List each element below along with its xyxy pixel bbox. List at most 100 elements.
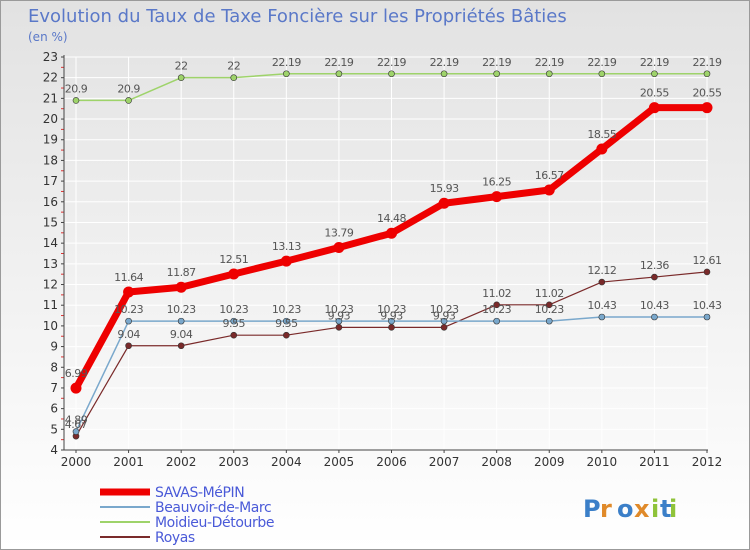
x-tick-label: 2000 bbox=[61, 455, 92, 469]
data-label-savas-mepin: 15.93 bbox=[430, 182, 459, 195]
data-label-savas-mepin: 20.55 bbox=[693, 87, 722, 100]
data-label-moidieu-detourbe: 22.19 bbox=[640, 56, 669, 69]
legend-label-moidieu-detourbe: Moidieu-Détourbe bbox=[155, 515, 274, 531]
data-point-beauvoir-de-marc bbox=[388, 317, 395, 325]
x-tick-label: 2008 bbox=[481, 455, 512, 469]
data-point-beauvoir-de-marc bbox=[493, 317, 500, 325]
data-label-beauvoir-de-marc: 10.23 bbox=[535, 303, 564, 316]
chart-title: Evolution du Taux de Taxe Foncière sur l… bbox=[28, 6, 567, 27]
series-savas-mepin bbox=[70, 102, 713, 394]
y-tick-label: 4 bbox=[50, 443, 58, 457]
data-label-beauvoir-de-marc: 10.23 bbox=[219, 303, 248, 316]
data-label-savas-mepin: 13.13 bbox=[272, 240, 301, 253]
x-tick-label: 2010 bbox=[587, 455, 618, 469]
y-tick-label: 9 bbox=[50, 340, 58, 354]
data-point-royas bbox=[440, 324, 448, 331]
y-tick-label: 5 bbox=[50, 422, 58, 436]
y-tick-label: 8 bbox=[50, 360, 58, 374]
data-label-moidieu-detourbe: 22.19 bbox=[535, 56, 564, 69]
x-tick-label: 2007 bbox=[429, 455, 460, 469]
data-label-savas-mepin: 11.64 bbox=[114, 271, 143, 284]
data-point-beauvoir-de-marc bbox=[230, 317, 238, 325]
data-labels: 4.67 9.04 9.04 9.55 9.55 9.93 9.93 9.93 11.02 11.… bbox=[65, 56, 723, 431]
data-point-savas-mepin bbox=[333, 242, 345, 254]
data-label-moidieu-detourbe: 22.19 bbox=[693, 56, 722, 69]
data-point-royas bbox=[651, 273, 658, 281]
data-label-royas: 11.02 bbox=[482, 287, 511, 300]
data-point-moidieu-detourbe bbox=[388, 70, 395, 78]
brand-letter: r bbox=[600, 495, 612, 523]
legend-label-royas: Royas bbox=[155, 530, 195, 546]
data-label-moidieu-detourbe: 22.19 bbox=[587, 56, 616, 69]
data-point-savas-mepin bbox=[70, 382, 82, 394]
data-label-beauvoir-de-marc: 4.89 bbox=[65, 414, 88, 427]
data-point-beauvoir-de-marc bbox=[72, 428, 80, 435]
data-label-royas: 9.93 bbox=[380, 309, 403, 322]
data-point-savas-mepin bbox=[648, 102, 660, 114]
data-point-beauvoir-de-marc bbox=[651, 313, 658, 321]
data-label-savas-mepin: 13.79 bbox=[324, 227, 353, 240]
data-label-royas: 9.04 bbox=[170, 328, 193, 341]
data-point-savas-mepin bbox=[596, 143, 608, 155]
data-point-moidieu-detourbe bbox=[493, 70, 500, 78]
data-point-royas bbox=[177, 342, 185, 350]
data-label-savas-mepin: 12.51 bbox=[219, 253, 248, 266]
data-label-beauvoir-de-marc: 10.43 bbox=[693, 299, 722, 312]
data-label-royas: 12.61 bbox=[693, 254, 722, 267]
data-point-savas-mepin bbox=[123, 286, 135, 298]
legend-label-savas-mepin: SAVAS-MéPIN bbox=[155, 485, 244, 501]
data-label-beauvoir-de-marc: 10.23 bbox=[430, 303, 459, 316]
x-tick-label: 2011 bbox=[639, 455, 670, 469]
data-label-beauvoir-de-marc: 10.43 bbox=[640, 299, 669, 312]
y-tick-label: 13 bbox=[43, 257, 58, 271]
data-point-royas bbox=[283, 331, 290, 339]
data-point-savas-mepin bbox=[543, 184, 555, 196]
chart-subtitle: (en %) bbox=[28, 30, 68, 44]
legend: SAVAS-MéPINBeauvoir-de-MarcMoidieu-Détou… bbox=[100, 485, 274, 546]
data-point-royas bbox=[493, 301, 500, 309]
data-point-savas-mepin bbox=[228, 268, 240, 280]
data-label-royas: 9.93 bbox=[433, 309, 456, 322]
data-point-moidieu-detourbe bbox=[177, 74, 185, 81]
data-label-beauvoir-de-marc: 10.23 bbox=[114, 303, 143, 316]
data-label-moidieu-detourbe: 22.19 bbox=[482, 56, 511, 69]
data-label-savas-mepin: 16.25 bbox=[482, 176, 511, 189]
data-point-savas-mepin bbox=[491, 191, 503, 203]
data-label-savas-mepin: 6.99 bbox=[65, 367, 88, 380]
x-tick-label: 2002 bbox=[166, 455, 197, 469]
data-label-royas: 9.55 bbox=[275, 317, 298, 330]
data-label-royas: 11.02 bbox=[535, 287, 564, 300]
y-tick-label: 19 bbox=[43, 133, 58, 147]
data-label-beauvoir-de-marc: 10.23 bbox=[482, 303, 511, 316]
data-label-royas: 12.12 bbox=[587, 264, 616, 277]
legend-label-beauvoir-de-marc: Beauvoir-de-Marc bbox=[155, 500, 271, 516]
data-label-moidieu-detourbe: 22.19 bbox=[324, 56, 353, 69]
data-label-savas-mepin: 14.48 bbox=[377, 212, 406, 225]
data-label-beauvoir-de-marc: 10.23 bbox=[167, 303, 196, 316]
series-royas bbox=[72, 268, 711, 440]
data-point-moidieu-detourbe bbox=[703, 70, 711, 78]
data-point-savas-mepin bbox=[438, 197, 450, 209]
data-point-beauvoir-de-marc bbox=[125, 317, 132, 325]
brand-letter: P bbox=[583, 495, 601, 523]
data-point-moidieu-detourbe bbox=[651, 70, 658, 78]
data-label-beauvoir-de-marc: 10.23 bbox=[272, 303, 301, 316]
y-tick-label: 18 bbox=[43, 153, 58, 167]
data-point-beauvoir-de-marc bbox=[283, 317, 290, 325]
series-beauvoir-de-marc bbox=[72, 313, 711, 435]
y-tick-label: 11 bbox=[43, 298, 58, 312]
data-point-royas bbox=[125, 342, 132, 350]
data-label-savas-mepin: 18.55 bbox=[587, 128, 616, 141]
y-tick-label: 15 bbox=[43, 215, 58, 229]
y-tick-label: 23 bbox=[43, 50, 58, 64]
x-tick-label: 2001 bbox=[113, 455, 144, 469]
data-label-savas-mepin: 20.55 bbox=[640, 87, 669, 100]
y-tick-label: 17 bbox=[43, 174, 58, 188]
data-label-moidieu-detourbe: 22.19 bbox=[272, 56, 301, 69]
data-point-beauvoir-de-marc bbox=[177, 317, 185, 325]
brand-letter: o bbox=[617, 495, 634, 523]
y-tick-label: 16 bbox=[43, 195, 58, 209]
axes: 4 5 6 7 8 9 10 11 12 13 14 15 16 17 18 19 20 21 22 23 2000 20… bbox=[43, 50, 723, 469]
data-label-moidieu-detourbe: 22 bbox=[175, 60, 188, 73]
